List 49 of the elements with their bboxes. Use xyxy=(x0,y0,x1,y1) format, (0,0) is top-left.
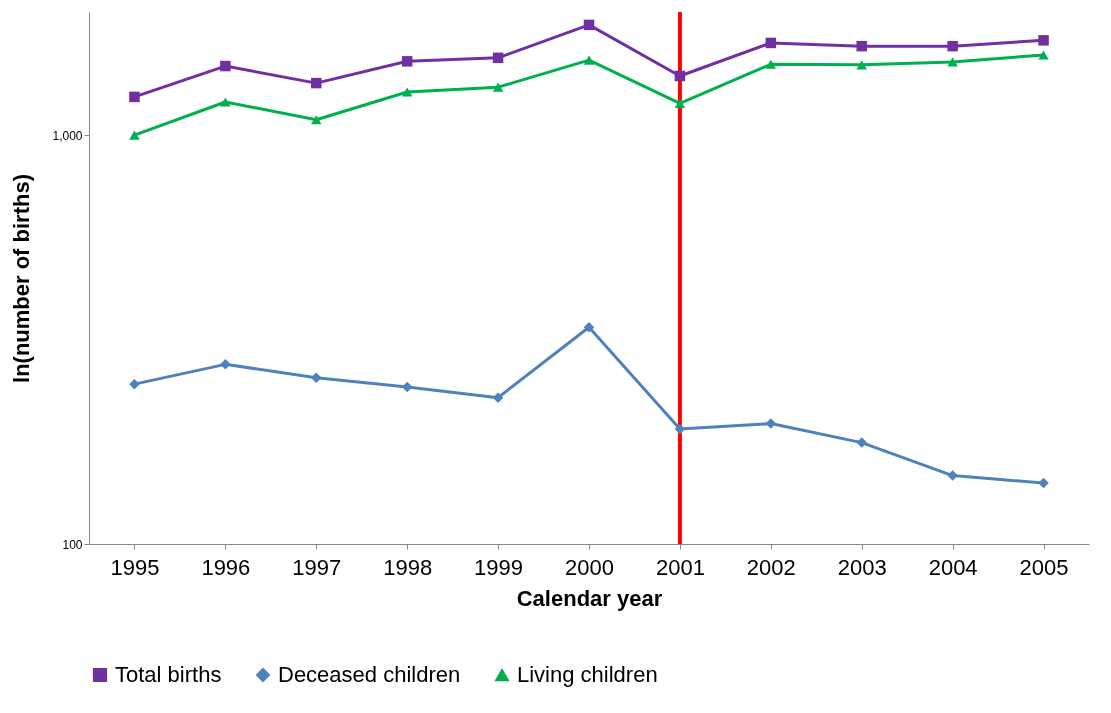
x-tick-label: 1997 xyxy=(292,554,342,580)
legend-label: Living children xyxy=(517,662,658,687)
x-tick-label: 1999 xyxy=(474,554,524,580)
point xyxy=(674,70,686,82)
point xyxy=(401,56,413,67)
point xyxy=(311,77,322,89)
point xyxy=(765,37,777,49)
point xyxy=(492,82,504,92)
point xyxy=(220,97,231,107)
point xyxy=(1038,35,1049,46)
point xyxy=(129,91,140,103)
point xyxy=(856,40,867,52)
y-tick-label: 1,000 xyxy=(52,128,83,143)
point xyxy=(129,130,140,140)
point xyxy=(583,55,595,65)
point xyxy=(492,392,504,403)
x-tick-label: 2003 xyxy=(837,554,887,580)
x-tick-label: 2005 xyxy=(1019,554,1069,580)
point xyxy=(674,98,686,108)
point xyxy=(947,57,958,67)
point xyxy=(856,60,867,70)
point xyxy=(220,60,231,72)
point xyxy=(311,115,322,125)
x-tick-label: 2004 xyxy=(928,554,978,580)
point xyxy=(311,372,322,384)
point xyxy=(1038,477,1049,489)
point xyxy=(129,378,140,390)
point xyxy=(765,59,777,69)
point xyxy=(947,40,958,52)
y-axis-title: ln(number of births) xyxy=(9,174,35,383)
point xyxy=(765,418,777,429)
legend-label: Total births xyxy=(115,662,222,687)
x-tick-label: 2000 xyxy=(565,554,614,580)
point xyxy=(583,321,595,333)
x-axis-title: Calendar year xyxy=(516,585,663,611)
point xyxy=(401,87,413,97)
x-tick-label: 2002 xyxy=(746,554,796,580)
x-tick-label: 1998 xyxy=(383,554,433,580)
point xyxy=(1038,50,1049,60)
point xyxy=(947,470,958,481)
point xyxy=(856,437,867,448)
y-tick-label: 100 xyxy=(62,537,83,552)
x-tick-label: 1996 xyxy=(201,554,251,580)
point xyxy=(583,19,595,31)
x-tick-label: 2001 xyxy=(655,554,705,580)
legend-label: Deceased children xyxy=(278,662,461,687)
point xyxy=(220,359,231,370)
x-tick-label: 1995 xyxy=(110,554,160,580)
point xyxy=(492,52,504,64)
